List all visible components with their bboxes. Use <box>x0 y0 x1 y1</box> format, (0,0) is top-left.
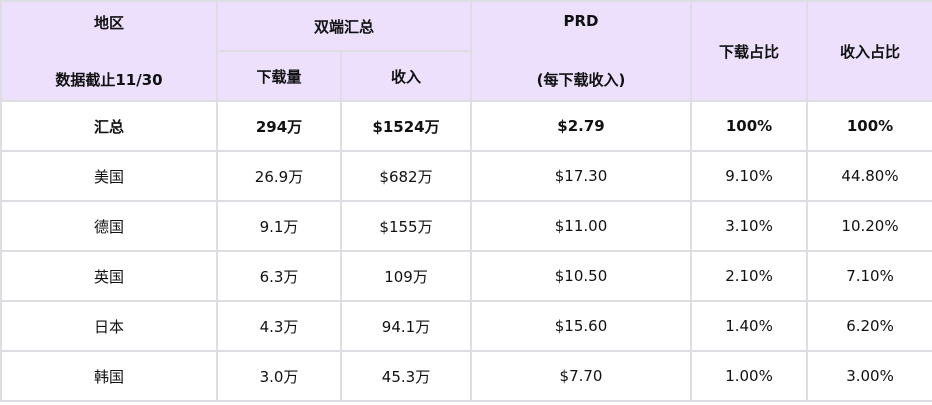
table-row: 美国 26.9万 $682万 $17.30 9.10% 44.80% <box>0 150 932 202</box>
cell-revenue-share: 100% <box>806 100 932 152</box>
cell-revenue-share: 7.10% <box>806 250 932 302</box>
header-revenue-share: 收入占比 <box>806 0 932 102</box>
cell-downloads: 6.3万 <box>216 250 342 302</box>
table-row: 德国 9.1万 $155万 $11.00 3.10% 10.20% <box>0 200 932 252</box>
cell-revenue-share: 6.20% <box>806 300 932 352</box>
cell-region: 美国 <box>0 150 218 202</box>
cell-region: 汇总 <box>0 100 218 152</box>
cell-prd: $11.00 <box>470 200 693 252</box>
cell-download-share: 9.10% <box>690 150 809 202</box>
cell-downloads: 294万 <box>216 100 342 152</box>
cell-prd: $2.79 <box>470 100 693 152</box>
prd-label: PRD <box>563 12 599 30</box>
cell-revenue: 109万 <box>339 250 473 302</box>
cell-download-share: 100% <box>690 100 809 152</box>
cell-downloads: 3.0万 <box>216 350 342 402</box>
cell-downloads: 9.1万 <box>216 200 342 252</box>
cutoff-label: 数据截止11/30 <box>55 71 163 89</box>
cell-revenue-share: 10.20% <box>806 200 932 252</box>
cell-revenue: 94.1万 <box>339 300 473 352</box>
region-label: 地区 <box>93 14 124 32</box>
cell-revenue: $682万 <box>339 150 473 202</box>
cell-region: 德国 <box>0 200 218 252</box>
cell-revenue: $1524万 <box>339 100 473 152</box>
header-downloads: 下载量 <box>216 50 342 102</box>
cell-downloads: 26.9万 <box>216 150 342 202</box>
table-row: 日本 4.3万 94.1万 $15.60 1.40% 6.20% <box>0 300 932 352</box>
header-revenue: 收入 <box>339 50 473 102</box>
total-row: 汇总 294万 $1524万 $2.79 100% 100% <box>0 100 932 152</box>
cell-prd: $7.70 <box>470 350 693 402</box>
table-row: 韩国 3.0万 45.3万 $7.70 1.00% 3.00% <box>0 350 932 402</box>
cell-region: 日本 <box>0 300 218 352</box>
cell-prd: $17.30 <box>470 150 693 202</box>
cell-prd: $10.50 <box>470 250 693 302</box>
header-region: 地区数据截止11/30 <box>0 0 218 102</box>
cell-revenue: 45.3万 <box>339 350 473 402</box>
table-row: 英国 6.3万 109万 $10.50 2.10% 7.10% <box>0 250 932 302</box>
header-download-share: 下载占比 <box>690 0 809 102</box>
cell-download-share: 1.40% <box>690 300 809 352</box>
cell-download-share: 2.10% <box>690 250 809 302</box>
cell-region: 英国 <box>0 250 218 302</box>
cell-region: 韩国 <box>0 350 218 402</box>
cell-revenue-share: 3.00% <box>806 350 932 402</box>
cell-revenue-share: 44.80% <box>806 150 932 202</box>
cell-prd: $15.60 <box>470 300 693 352</box>
cell-download-share: 1.00% <box>690 350 809 402</box>
cell-revenue: $155万 <box>339 200 473 252</box>
header-both: 双端汇总 <box>215 0 473 52</box>
header-prd: PRD (每下载收入) <box>470 0 693 102</box>
prd-sub-label: (每下载收入) <box>536 71 626 89</box>
cell-download-share: 3.10% <box>690 200 809 252</box>
cell-downloads: 4.3万 <box>216 300 342 352</box>
